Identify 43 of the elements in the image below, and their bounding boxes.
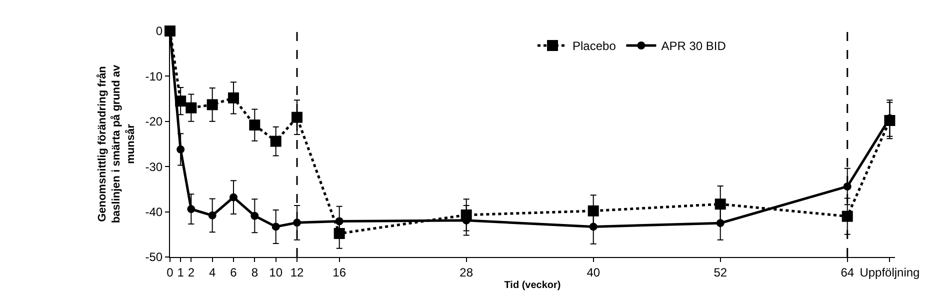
point [186, 102, 197, 114]
x-tick-label: 4 [208, 265, 216, 280]
x-tick-label: 12 [290, 265, 304, 280]
x-axis-title: Tid (veckor) [504, 280, 561, 291]
point [714, 198, 726, 210]
point [843, 182, 852, 190]
point [206, 99, 218, 110]
x-tick-label: 0 [166, 265, 174, 280]
point [230, 193, 238, 202]
x-tick-label: 10 [269, 265, 283, 280]
x-tick-label: 6 [230, 265, 238, 280]
legend-label: APR 30 BID [661, 39, 726, 54]
x-tick-label: Uppföljning [860, 265, 920, 280]
point [187, 205, 196, 214]
y-tick-label: -20 [145, 114, 163, 129]
y-tick-label: -30 [145, 160, 163, 174]
point [292, 112, 303, 123]
point [176, 145, 185, 154]
y-axis-title: Genomsnittlig förändring från baslinjen i smärta på grund av munsår [95, 64, 137, 224]
point [272, 222, 280, 231]
point [228, 92, 239, 104]
y-tick-label: -50 [145, 250, 163, 264]
x-tick-label: 2 [188, 265, 195, 280]
point [293, 218, 302, 227]
point [588, 205, 599, 216]
x-tick-label: 1 [177, 265, 184, 280]
point [335, 217, 344, 226]
y-tick-label: -10 [145, 69, 163, 84]
y-tick-label: 0 [156, 24, 163, 38]
x-tick-label: 64 [840, 265, 854, 280]
point [208, 211, 216, 220]
point [270, 136, 282, 147]
x-tick-label: 40 [586, 265, 600, 280]
y-tick-label: -40 [145, 205, 163, 219]
legend-label: Placebo [572, 39, 616, 54]
point [250, 212, 259, 220]
point [589, 222, 598, 231]
x-tick-label: 8 [251, 265, 258, 280]
x-tick-label: 52 [714, 265, 728, 280]
x-tick-label: 16 [332, 265, 346, 280]
x-tick-label: 28 [460, 265, 474, 280]
point [716, 219, 724, 228]
point [249, 120, 260, 131]
